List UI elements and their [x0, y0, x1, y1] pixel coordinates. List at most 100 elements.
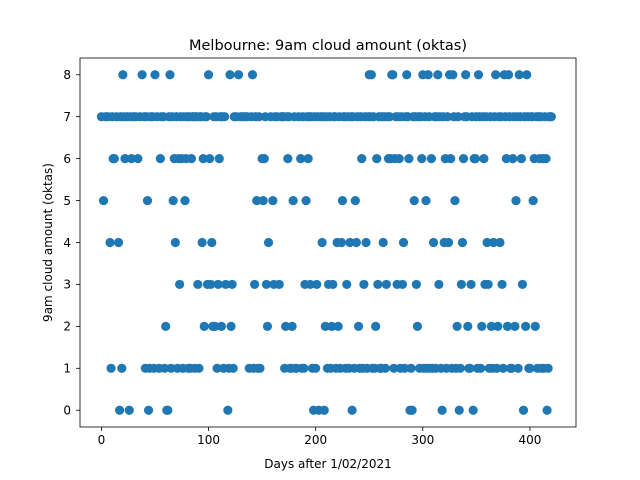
- data-point: [442, 112, 453, 122]
- data-point: [351, 237, 361, 248]
- y-tick-label: 6: [63, 152, 71, 166]
- data-point: [221, 279, 231, 290]
- data-point: [345, 237, 355, 248]
- data-point: [350, 195, 360, 206]
- data-point: [465, 363, 475, 373]
- data-point: [199, 321, 209, 331]
- y-tick-label: 8: [63, 68, 71, 82]
- data-point: [259, 154, 269, 164]
- data-point: [301, 195, 311, 206]
- data-point: [541, 154, 551, 164]
- data-point: [299, 363, 309, 373]
- data-point: [397, 279, 408, 290]
- data-point: [411, 279, 421, 290]
- data-point: [518, 405, 529, 415]
- data-point: [227, 279, 237, 290]
- data-point: [281, 321, 291, 331]
- data-point: [372, 154, 382, 164]
- data-point: [210, 321, 220, 331]
- data-point: [378, 237, 388, 248]
- data-point: [252, 195, 262, 206]
- data-point: [409, 195, 419, 206]
- data-point: [203, 70, 214, 80]
- data-point: [357, 154, 367, 164]
- data-point: [482, 237, 492, 248]
- data-point: [303, 154, 313, 164]
- data-point: [503, 70, 514, 80]
- data-point: [525, 363, 535, 373]
- data-point: [448, 70, 458, 80]
- data-point: [407, 405, 417, 415]
- data-point: [137, 70, 147, 80]
- data-point: [530, 321, 540, 331]
- data-point: [453, 112, 463, 122]
- y-tick-label: 7: [63, 110, 71, 124]
- data-point: [226, 321, 236, 331]
- data-point: [250, 279, 260, 290]
- data-point: [528, 195, 538, 206]
- data-point: [194, 363, 204, 373]
- y-tick-label: 5: [63, 194, 71, 208]
- data-point: [476, 363, 486, 373]
- data-point: [522, 70, 532, 80]
- data-point: [388, 70, 398, 80]
- data-point: [98, 195, 109, 206]
- data-point: [223, 405, 233, 415]
- data-point: [228, 363, 238, 373]
- data-point: [373, 279, 383, 290]
- data-point: [437, 405, 447, 415]
- data-point: [150, 70, 160, 80]
- data-point: [180, 195, 190, 206]
- y-tick-label: 4: [63, 236, 71, 250]
- data-point: [493, 321, 503, 331]
- data-point: [247, 70, 258, 80]
- data-point: [507, 363, 517, 373]
- data-point: [124, 405, 134, 415]
- data-point: [402, 70, 412, 80]
- data-point: [126, 154, 137, 164]
- y-tick-label: 1: [63, 362, 71, 376]
- data-point: [498, 363, 508, 373]
- data-point: [170, 237, 180, 248]
- data-point: [542, 405, 552, 415]
- data-point: [207, 237, 217, 248]
- data-point: [417, 154, 427, 164]
- data-point: [353, 321, 364, 331]
- data-point: [380, 363, 390, 373]
- x-tick-label: 100: [197, 433, 220, 447]
- data-point: [477, 321, 487, 331]
- data-point: [452, 321, 462, 331]
- data-point: [347, 405, 357, 415]
- data-point: [312, 279, 322, 290]
- data-point: [175, 279, 185, 290]
- data-point: [404, 154, 414, 164]
- data-point: [133, 154, 143, 164]
- data-point: [143, 405, 154, 415]
- data-point: [361, 237, 371, 248]
- y-tick-label: 0: [63, 404, 71, 418]
- data-point: [434, 279, 444, 290]
- data-point: [514, 70, 524, 80]
- data-point: [479, 154, 489, 164]
- data-point: [412, 321, 423, 331]
- data-point: [454, 405, 464, 415]
- data-point: [381, 279, 391, 290]
- data-point: [470, 154, 480, 164]
- data-point: [328, 279, 338, 290]
- data-point: [423, 70, 433, 80]
- data-point: [186, 154, 197, 164]
- data-point: [463, 321, 473, 331]
- data-point: [258, 195, 268, 206]
- data-point: [385, 112, 395, 122]
- data-point: [115, 405, 125, 415]
- data-point: [320, 321, 330, 331]
- data-point: [502, 321, 513, 331]
- data-point: [214, 154, 224, 164]
- y-tick-label: 2: [63, 320, 71, 334]
- data-point: [261, 279, 271, 290]
- data-point: [457, 237, 468, 248]
- y-axis-ticks: 0 1 2 3 4 5 6 7 8: [63, 68, 80, 418]
- data-point: [120, 154, 130, 164]
- data-point: [225, 70, 235, 80]
- data-point: [319, 405, 329, 415]
